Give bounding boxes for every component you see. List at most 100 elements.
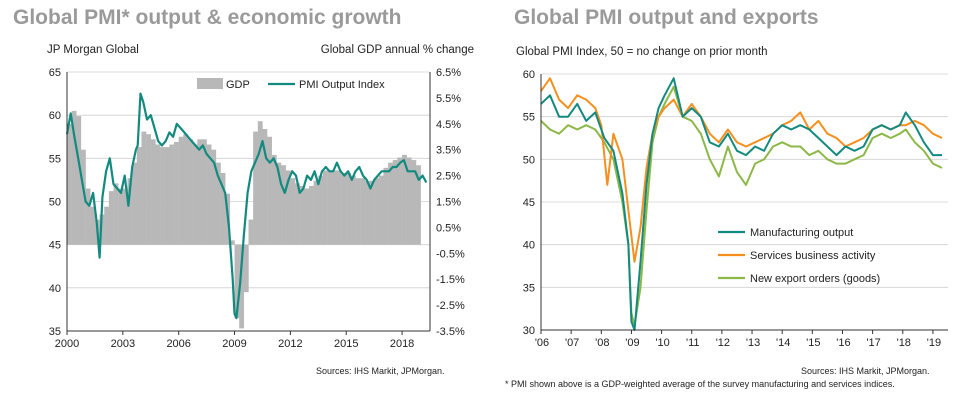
right-source: Sources: IHS Markit, JPMorgan. <box>801 366 930 376</box>
gdp-bar <box>350 175 356 245</box>
gdp-bar <box>90 206 96 245</box>
gdp-bar <box>201 139 207 245</box>
y-right-tick-label: 0.5% <box>436 222 461 234</box>
x-tick-label: 2000 <box>55 338 79 350</box>
x-tick-label: '17 <box>866 337 880 349</box>
y-right-tick-label: -1.5% <box>436 274 465 286</box>
gdp-bar <box>76 116 82 245</box>
gdp-bar <box>374 178 380 245</box>
x-tick-label: 2012 <box>278 338 302 350</box>
gdp-bar <box>183 134 189 245</box>
gdp-bar <box>234 244 240 319</box>
gdp-bar <box>132 162 138 245</box>
y-right-tick-label: 3.5% <box>436 145 461 157</box>
gdp-bar <box>309 185 314 245</box>
gdp-bar <box>318 175 324 245</box>
gdp-bar <box>397 157 403 245</box>
y-left-tick-label: 45 <box>49 240 61 252</box>
x-tick-label: '16 <box>836 337 850 349</box>
y-right-tick-label: -3.5% <box>436 326 465 338</box>
gdp-bar <box>136 147 142 245</box>
gdp-bar <box>178 136 184 245</box>
gdp-bar <box>406 157 412 245</box>
gdp-bar <box>160 147 165 245</box>
gdp-bar <box>360 178 366 245</box>
x-tick-label: '09 <box>625 337 639 349</box>
gdp-bar <box>392 160 398 245</box>
gdp-bar <box>341 173 347 245</box>
gdp-bar <box>304 188 310 245</box>
gdp-bar <box>262 128 268 245</box>
gdp-bar <box>267 136 272 245</box>
x-tick-label: 2003 <box>111 338 135 350</box>
gdp-bar <box>322 170 328 245</box>
gdp-bar <box>206 144 212 245</box>
legend-label-2: New export orders (goods) <box>750 273 880 285</box>
gdp-bar <box>188 139 193 245</box>
series-line-0 <box>540 77 942 331</box>
gdp-bar <box>336 170 342 245</box>
gdp-bar <box>122 188 128 245</box>
y-tick-label: 60 <box>523 69 535 81</box>
gdp-bar <box>313 180 319 245</box>
y-right-tick-label: 5.5% <box>436 93 461 105</box>
y-right-tick-label: -2.5% <box>436 300 465 312</box>
x-tick-label: '12 <box>716 337 730 349</box>
y-right-tick-label: -0.5% <box>436 248 465 260</box>
left-source: Sources: IHS Markit, JPMorgan. <box>316 366 445 376</box>
y-tick-label: 45 <box>523 197 535 209</box>
gdp-bar <box>299 185 305 245</box>
x-tick-label: '10 <box>655 337 669 349</box>
x-tick-label: 2018 <box>390 338 414 350</box>
y-tick-label: 55 <box>523 112 535 124</box>
x-tick-label: '19 <box>927 337 941 349</box>
gdp-bar <box>169 144 175 245</box>
x-tick-label: '08 <box>595 337 609 349</box>
y-tick-label: 50 <box>523 154 535 166</box>
gdp-bar <box>295 183 300 245</box>
gdp-bar <box>141 131 147 245</box>
gdp-bar <box>150 139 156 245</box>
y-left-tick-label: 35 <box>49 326 61 338</box>
y-right-tick-label: 1.5% <box>436 197 461 209</box>
x-tick-label: '06 <box>535 337 549 349</box>
y-right-tick-label: 2.5% <box>436 171 461 183</box>
gdp-bar <box>174 141 179 245</box>
y-right-tick-label: 4.5% <box>436 119 461 131</box>
gdp-bar <box>416 165 421 245</box>
gdp-bar <box>71 110 77 245</box>
y-left-tick-label: 60 <box>49 110 61 122</box>
y-left-tick-label: 40 <box>49 283 61 295</box>
y-tick-label: 35 <box>523 282 535 294</box>
gdp-bar <box>146 134 151 245</box>
gdp-bar <box>85 188 91 245</box>
left-chart-title: Global PMI* output & economic growth <box>13 6 402 29</box>
x-tick-label: '15 <box>806 337 820 349</box>
y-left-tick-label: 65 <box>49 67 61 79</box>
x-tick-label: '07 <box>565 337 579 349</box>
gdp-bar <box>80 149 86 245</box>
y-left-tick-label: 55 <box>49 153 61 165</box>
pmi-gdp-chart: 65 60 55 50 45 40 35 6.5% 5.5% 4.5% 3.5% 2.5% 1.5% 0.… <box>49 67 465 350</box>
gdp-bar <box>378 175 384 245</box>
gdp-bar <box>113 183 119 245</box>
pmi-axis-label: Global PMI Index, 50 = no change on prio… <box>516 46 768 58</box>
pmi-output-line <box>65 92 428 320</box>
gdp-bar <box>67 123 72 245</box>
gdp-bar <box>164 147 170 245</box>
legend-label-0: Manufacturing output <box>750 227 853 239</box>
gdp-bar <box>285 170 291 245</box>
gdp-bar <box>192 144 198 245</box>
gdp-bar <box>383 167 389 245</box>
gdp-bar <box>253 131 259 245</box>
gdp-bar <box>364 180 370 245</box>
gdp-bar <box>271 154 277 245</box>
gdp-bar <box>243 244 249 293</box>
legend-pmi-label: PMI Output Index <box>299 79 385 91</box>
y-tick-label: 40 <box>523 240 535 252</box>
x-tick-label: '18 <box>897 337 911 349</box>
footnote: * PMI shown above is a GDP-weighted aver… <box>505 379 895 389</box>
left-axis-label: JP Morgan Global <box>47 44 139 56</box>
gdp-bar <box>332 170 338 245</box>
gdp-bar <box>220 173 226 245</box>
